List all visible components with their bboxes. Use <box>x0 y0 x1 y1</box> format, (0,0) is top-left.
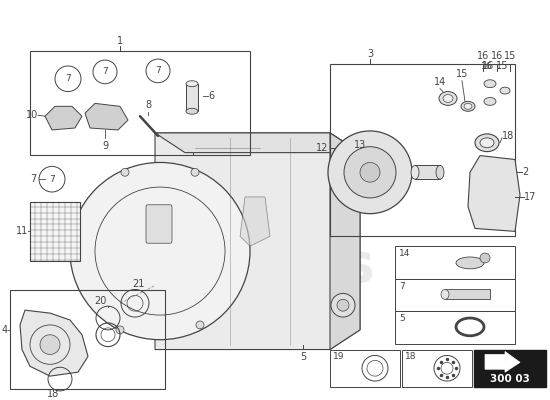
Text: 12: 12 <box>316 143 328 153</box>
Bar <box>330 64 515 236</box>
Text: 300 03: 300 03 <box>490 374 530 384</box>
Text: 7: 7 <box>102 67 108 76</box>
Bar <box>330 350 400 387</box>
Bar <box>395 246 515 279</box>
Polygon shape <box>20 310 88 376</box>
Bar <box>30 51 250 154</box>
Circle shape <box>328 131 412 214</box>
Text: 18: 18 <box>47 389 59 399</box>
Ellipse shape <box>484 98 496 105</box>
Text: 3: 3 <box>367 49 373 59</box>
Text: 6: 6 <box>208 90 214 100</box>
Circle shape <box>121 168 129 176</box>
Text: 11: 11 <box>16 226 28 236</box>
Text: 14: 14 <box>399 249 410 258</box>
Circle shape <box>331 294 355 317</box>
Ellipse shape <box>480 138 494 148</box>
Text: 20: 20 <box>94 296 106 306</box>
Text: 7: 7 <box>155 66 161 75</box>
Text: 1: 1 <box>117 36 123 46</box>
Polygon shape <box>485 352 520 372</box>
Polygon shape <box>330 133 360 350</box>
Ellipse shape <box>411 166 419 179</box>
Ellipse shape <box>436 166 444 179</box>
Ellipse shape <box>484 80 496 88</box>
Circle shape <box>70 162 250 340</box>
Text: 18: 18 <box>502 131 514 141</box>
Circle shape <box>480 253 490 263</box>
Text: 5: 5 <box>399 314 405 323</box>
Polygon shape <box>240 197 270 246</box>
Circle shape <box>191 168 199 176</box>
Text: 2: 2 <box>522 167 528 177</box>
Polygon shape <box>85 103 128 130</box>
Bar <box>395 279 515 311</box>
FancyBboxPatch shape <box>146 205 172 243</box>
Polygon shape <box>45 106 82 130</box>
Text: 16: 16 <box>491 51 503 61</box>
Text: 16: 16 <box>482 61 494 71</box>
Bar <box>10 290 165 389</box>
Ellipse shape <box>475 134 499 152</box>
Text: 7: 7 <box>49 175 55 184</box>
Circle shape <box>116 326 124 334</box>
Circle shape <box>196 321 204 329</box>
Text: 10: 10 <box>26 110 38 120</box>
Bar <box>395 311 515 344</box>
Ellipse shape <box>461 102 475 111</box>
Bar <box>30 202 80 261</box>
Text: euroParts: euroParts <box>85 240 375 292</box>
Bar <box>186 84 198 111</box>
Ellipse shape <box>500 87 510 94</box>
Ellipse shape <box>441 290 449 299</box>
Text: 21: 21 <box>132 280 144 290</box>
Text: 15: 15 <box>456 69 468 79</box>
Text: 17: 17 <box>524 192 536 202</box>
Text: 7: 7 <box>30 174 36 184</box>
Bar <box>474 350 546 387</box>
Circle shape <box>40 335 60 354</box>
Bar <box>445 290 490 299</box>
Ellipse shape <box>186 108 198 114</box>
Text: 18: 18 <box>405 352 416 362</box>
Text: 16: 16 <box>477 51 489 61</box>
Text: 5: 5 <box>300 352 306 362</box>
Text: 19: 19 <box>333 352 344 362</box>
Text: 13: 13 <box>354 140 366 150</box>
Text: 15: 15 <box>504 51 516 61</box>
Circle shape <box>344 147 396 198</box>
Polygon shape <box>155 133 360 350</box>
Text: 7: 7 <box>399 282 405 291</box>
Text: a passion for parts since 1©: a passion for parts since 1© <box>102 275 318 335</box>
Text: 14: 14 <box>434 77 446 87</box>
Bar <box>415 166 440 179</box>
Circle shape <box>337 299 349 311</box>
Polygon shape <box>155 133 360 153</box>
Text: 15: 15 <box>496 61 508 71</box>
Polygon shape <box>468 156 520 231</box>
Circle shape <box>360 162 380 182</box>
Ellipse shape <box>443 94 453 102</box>
Text: 9: 9 <box>102 141 108 151</box>
Ellipse shape <box>186 81 198 87</box>
Ellipse shape <box>456 257 484 269</box>
Text: 7: 7 <box>65 74 71 83</box>
Bar <box>402 350 472 387</box>
Ellipse shape <box>464 103 472 109</box>
Text: 8: 8 <box>145 100 151 110</box>
Text: 4: 4 <box>2 325 8 335</box>
Ellipse shape <box>439 92 457 105</box>
Text: 16: 16 <box>481 62 493 71</box>
